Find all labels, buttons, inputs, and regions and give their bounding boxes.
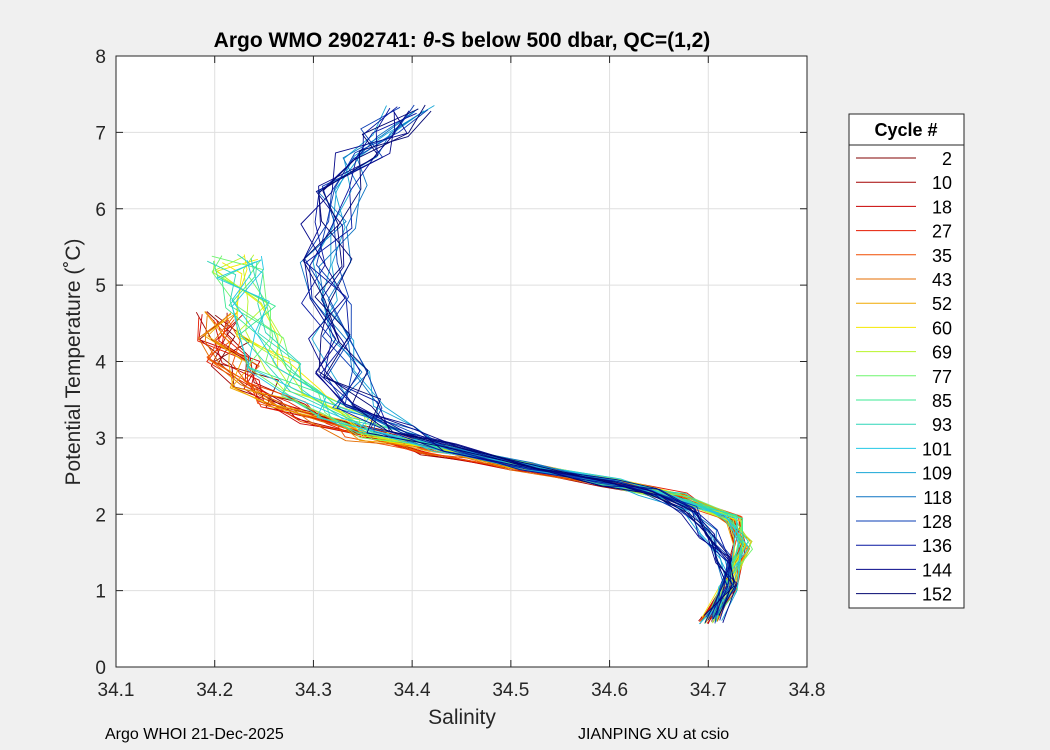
profile-line (318, 108, 733, 616)
legend-label: 43 (932, 270, 952, 290)
x-tick-label: 34.2 (196, 680, 233, 701)
legend-label: 93 (932, 415, 952, 435)
y-tick-label: 5 (95, 276, 106, 297)
profile-line (213, 310, 748, 622)
legend-label: 128 (922, 512, 952, 532)
x-tick-label: 34.5 (492, 680, 529, 701)
legend-label: 2 (942, 149, 952, 169)
chart-title: Argo WMO 2902741: θ-S below 500 dbar, QC… (214, 29, 711, 52)
x-tick-label: 34.6 (591, 680, 628, 701)
y-tick-label: 3 (95, 429, 106, 450)
axis-ticks: 34.1 34.2 34.3 34.4 34.5 34.6 34.7 34.8 0 1 2 3 4 5 6 7… (95, 47, 825, 701)
legend: Cycle # 2 10 18 27 35 43 52 60 69 77 85 93 101 109 118… (848, 113, 965, 609)
legend-label: 109 (922, 464, 952, 484)
x-axis-label: Salinity (428, 706, 496, 729)
legend-label: 69 (932, 343, 952, 363)
legend-label: 77 (932, 367, 952, 387)
profiles (195, 104, 753, 625)
legend-box (848, 113, 965, 609)
y-tick-label: 8 (95, 47, 106, 68)
profile-line (231, 260, 750, 618)
profile-line (207, 311, 735, 624)
legend-label: 60 (932, 318, 952, 338)
x-tick-label: 34.1 (98, 680, 135, 701)
x-tick-label: 34.3 (295, 680, 332, 701)
profile-line (305, 107, 732, 621)
profile-line (300, 109, 729, 620)
x-tick-label: 34.8 (789, 680, 826, 701)
y-tick-label: 2 (95, 505, 106, 526)
legend-label: 152 (922, 585, 952, 605)
y-tick-label: 1 (95, 582, 106, 603)
title-suffix: -S below 500 dbar, QC=(1,2) (434, 29, 710, 52)
title-theta: θ (423, 29, 435, 52)
legend-label: 18 (932, 197, 952, 217)
legend-label: 85 (932, 391, 952, 411)
title-prefix: Argo WMO 2902741: (214, 29, 423, 52)
legend-label: 101 (922, 439, 952, 459)
legend-label: 52 (932, 294, 952, 314)
x-tick-label: 34.7 (690, 680, 727, 701)
profile-line (231, 256, 741, 625)
profile-line (309, 112, 731, 621)
legend-label: 27 (932, 222, 952, 242)
profile-line (204, 315, 745, 623)
profile-line (314, 110, 735, 616)
legend-label: 10 (932, 173, 952, 193)
y-axis-label: Potential Temperature (˚C) (62, 238, 85, 485)
profile-line (302, 104, 736, 616)
y-tick-label: 7 (95, 123, 106, 144)
legend-label: 144 (922, 560, 952, 580)
legend-entries: 2 10 18 27 35 43 52 60 69 77 85 93 101 109 118 128 136 14… (856, 149, 952, 605)
legend-label: 136 (922, 536, 952, 556)
legend-label: 118 (923, 488, 952, 508)
footer-left: Argo WHOI 21-Dec-2025 (105, 726, 284, 743)
profile-line (211, 255, 744, 617)
y-tick-label: 4 (95, 353, 106, 374)
footer-right: JIANPING XU at csio (578, 726, 730, 743)
legend-label: 35 (932, 246, 952, 266)
x-tick-label: 34.4 (394, 680, 431, 701)
y-tick-label: 0 (95, 658, 106, 679)
legend-title: Cycle # (874, 120, 937, 140)
y-tick-label: 6 (95, 200, 106, 221)
profile-line (321, 105, 734, 620)
